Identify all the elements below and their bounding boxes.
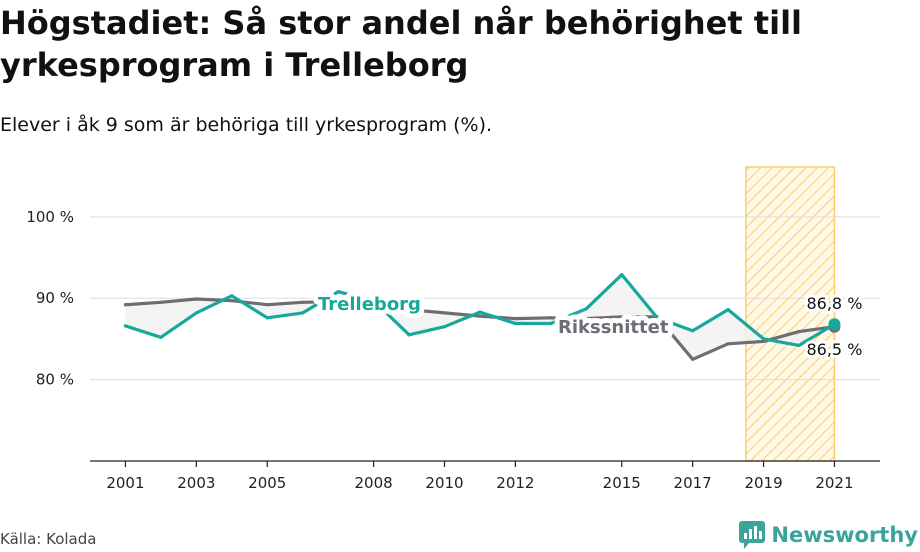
y-tick-label: 80 % [36,371,74,389]
data-point-riksnittet [620,315,624,319]
data-point-trelleborg [123,324,128,328]
data-point-riksnittet [230,299,234,303]
brand-name: Newsworthy [771,523,918,547]
data-point-riksnittet [761,339,766,343]
data-point-riksnittet [301,300,305,304]
brand-logo: Newsworthy [739,518,918,552]
data-point-riksnittet [513,316,518,321]
data-point-riksnittet [194,297,198,301]
chart-title: Högstadiet: Så stor andel når behörighet… [0,4,802,84]
data-point-riksnittet [478,314,482,318]
end-value-label-riksnittet: 86,5 % [806,340,862,359]
data-point-trelleborg [265,316,269,320]
data-point-trelleborg [797,343,801,348]
x-tick-label: 2003 [177,474,215,492]
series-points-layer [123,273,841,361]
source-note: Källa: Kolada [0,530,97,548]
data-point-riksnittet [797,329,801,334]
chart-labels-layer: Trelleborg Rikssnittet 86,8 % 86,5 % [313,289,865,362]
newsworthy-logo-icon [739,521,766,549]
data-point-riksnittet [336,299,340,304]
data-point-trelleborg [478,310,482,314]
data-point-riksnittet [407,308,411,312]
axis-layer: 80 % 90 % 100 % 2001 2003 2005 2008 2010 2012 201… [26,208,880,492]
data-point-riksnittet [159,300,163,304]
x-tick-label: 2005 [248,474,286,492]
highlight-band [745,166,836,462]
end-marker-trelleborg [828,318,841,331]
data-point-trelleborg [194,311,198,315]
data-point-trelleborg [513,321,518,326]
x-tick-label: 2021 [815,474,853,492]
data-point-riksnittet [584,316,588,321]
x-tick-label: 2001 [106,474,144,492]
data-point-riksnittet [726,342,730,346]
y-tick-label: 100 % [26,208,74,226]
data-point-riksnittet [442,311,447,315]
data-point-trelleborg [301,311,305,315]
data-point-riksnittet [372,303,376,308]
x-tick-label: 2012 [496,474,534,492]
x-tick-label: 2017 [674,474,712,492]
data-point-trelleborg [159,335,163,339]
data-point-trelleborg [691,329,695,333]
data-point-trelleborg [407,333,411,337]
data-point-trelleborg [442,325,447,329]
data-point-trelleborg [372,299,376,303]
data-point-trelleborg [726,308,730,312]
data-point-trelleborg [549,321,553,326]
x-tick-label: 2010 [425,474,463,492]
x-tick-label: 2015 [603,474,641,492]
series-label-riksnittet: Rikssnittet [558,317,669,338]
series-label-trelleborg: Trelleborg [318,294,421,315]
data-point-riksnittet [123,303,128,307]
data-point-trelleborg [761,337,766,341]
data-point-trelleborg [230,294,234,298]
end-value-label-trelleborg: 86,8 % [806,294,862,313]
data-point-riksnittet [549,316,553,320]
data-point-trelleborg [620,273,624,277]
data-point-trelleborg [655,316,659,320]
data-point-riksnittet [265,303,269,307]
highlight-band-layer [745,166,836,462]
chart-subtitle: Elever i åk 9 som är behöriga till yrkes… [0,114,493,136]
grid-layer [90,216,880,381]
y-tick-label: 90 % [36,289,74,307]
data-point-riksnittet [691,357,695,361]
data-point-trelleborg [584,307,588,311]
data-point-trelleborg [336,290,340,294]
x-tick-label: 2008 [355,474,393,492]
x-tick-label: 2019 [744,474,782,492]
